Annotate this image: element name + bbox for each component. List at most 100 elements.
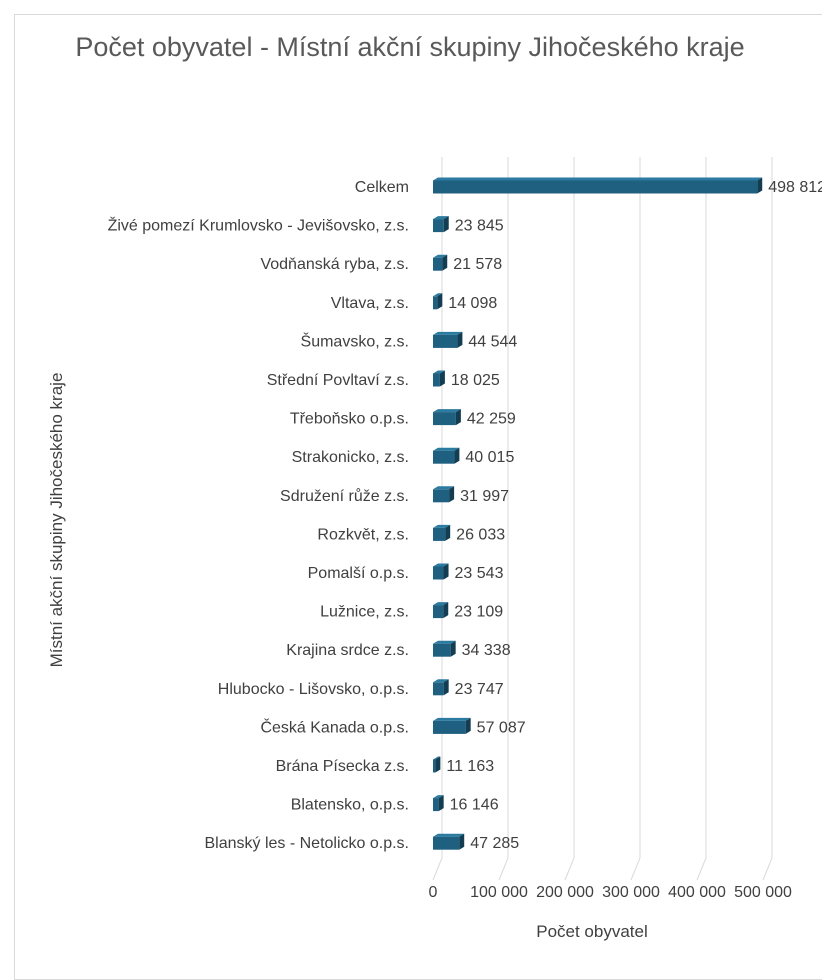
x-tick-label: 100 000 [470,884,528,901]
data-label: 23 543 [455,565,504,582]
bar-top-face [433,177,763,181]
chart-frame [14,14,822,980]
bar-end-face [445,524,451,541]
gridline-floor [432,857,443,881]
category-label: Sdružení růže z.s. [280,487,409,505]
bar-end-face [435,756,441,773]
x-tick-label: 300 000 [602,884,660,901]
category-label: Celkem [355,179,409,196]
gridline-floor [564,857,575,881]
bar [433,682,444,696]
chart-title: Počet obyvatel - Místní akční skupiny Ji… [75,32,745,62]
bar [433,489,450,503]
bar-end-face [443,216,449,233]
data-label: 498 812 [768,179,822,196]
bar [433,605,444,619]
data-label: 16 146 [450,797,499,814]
category-label: Třeboňsko o.p.s. [290,411,409,428]
bar-end-face [455,409,461,426]
gridline-floor [498,857,509,881]
bar-top-face [433,447,460,451]
bar [433,450,455,464]
bar-end-face [449,486,455,503]
bar-end-face [443,602,449,619]
gridline-floor [762,857,773,881]
data-label: 57 087 [477,719,526,736]
category-label: Vltava, z.s. [331,295,409,312]
data-label: 47 285 [470,835,519,852]
bar-top-face [433,370,445,374]
bar-top-face [433,524,451,528]
gridline-floor [630,857,641,881]
category-label: Rozkvět, z.s. [317,526,409,543]
category-label: Střední Povltaví z.s. [267,372,409,389]
bar-top-face [433,717,471,721]
y-axis-label: Místní akční skupiny Jihočeského kraje [47,373,66,668]
bar-end-face [443,563,449,580]
data-label: 21 578 [453,256,502,273]
category-label: Lužnice, z.s. [320,604,409,621]
bar-end-face [442,254,448,271]
bar-end-face [437,293,443,310]
bar [433,527,446,541]
category-label: Šumavsko, z.s. [301,331,409,350]
bar-top-face [433,216,449,220]
bar [433,643,451,657]
x-axis-label: Počet obyvatel [536,922,648,941]
bar [433,412,456,426]
data-label: 42 259 [467,411,516,428]
bar-end-face [757,177,763,194]
data-label: 18 025 [451,372,500,389]
bar-top-face [433,254,448,258]
bar [433,219,444,233]
bar [433,836,460,850]
bar [433,296,438,310]
bar-end-face [465,717,471,734]
data-label: 26 033 [456,526,505,543]
category-label: Krajina srdce z.s. [286,642,409,659]
category-label: Vodňanská ryba, z.s. [260,256,409,273]
bar-end-face [454,447,460,464]
category-label: Brána Písecka z.s. [276,758,409,775]
bar-top-face [433,486,455,490]
bar-top-face [433,293,443,297]
gridline-floor [696,857,707,881]
bar [433,180,758,194]
bar [433,566,444,580]
bar-top-face [433,756,441,760]
data-label: 23 109 [454,604,503,621]
data-label: 34 338 [462,642,511,659]
bar [433,257,443,271]
bar [433,720,466,734]
bar [433,334,458,348]
bar [433,373,440,387]
bar-end-face [459,833,465,850]
bar-top-face [433,409,461,413]
category-label: Blanský les - Netolicko o.p.s. [204,835,409,852]
category-label: Hlubocko - Lišovsko, o.p.s. [218,681,409,698]
x-tick-label: 200 000 [536,884,594,901]
x-tick-label: 0 [429,884,438,901]
category-label: Strakonicko, z.s. [292,449,409,466]
bar-top-face [433,679,449,683]
bar-top-face [433,602,449,606]
data-label: 44 544 [468,333,517,350]
bar-end-face [439,370,445,387]
data-label: 11 163 [446,758,494,775]
data-label: 31 997 [460,488,509,505]
bar-end-face [450,640,456,657]
data-label: 23 747 [455,681,504,698]
data-label: 40 015 [465,449,514,466]
bar-end-face [443,679,449,696]
category-label: Živé pomezí Krumlovsko - Jevišovsko, z.s… [108,216,409,235]
category-label: Pomalší o.p.s. [308,565,409,582]
bar-top-face [433,563,449,567]
bar-top-face [433,640,456,644]
bar-top-face [433,331,463,335]
bar-top-face [433,795,444,799]
bar-end-face [457,331,463,348]
category-label: Česká Kanada o.p.s. [260,717,409,736]
x-tick-label: 500 000 [734,884,792,901]
category-label: Blatensko, o.p.s. [291,797,409,814]
bar [433,798,439,812]
